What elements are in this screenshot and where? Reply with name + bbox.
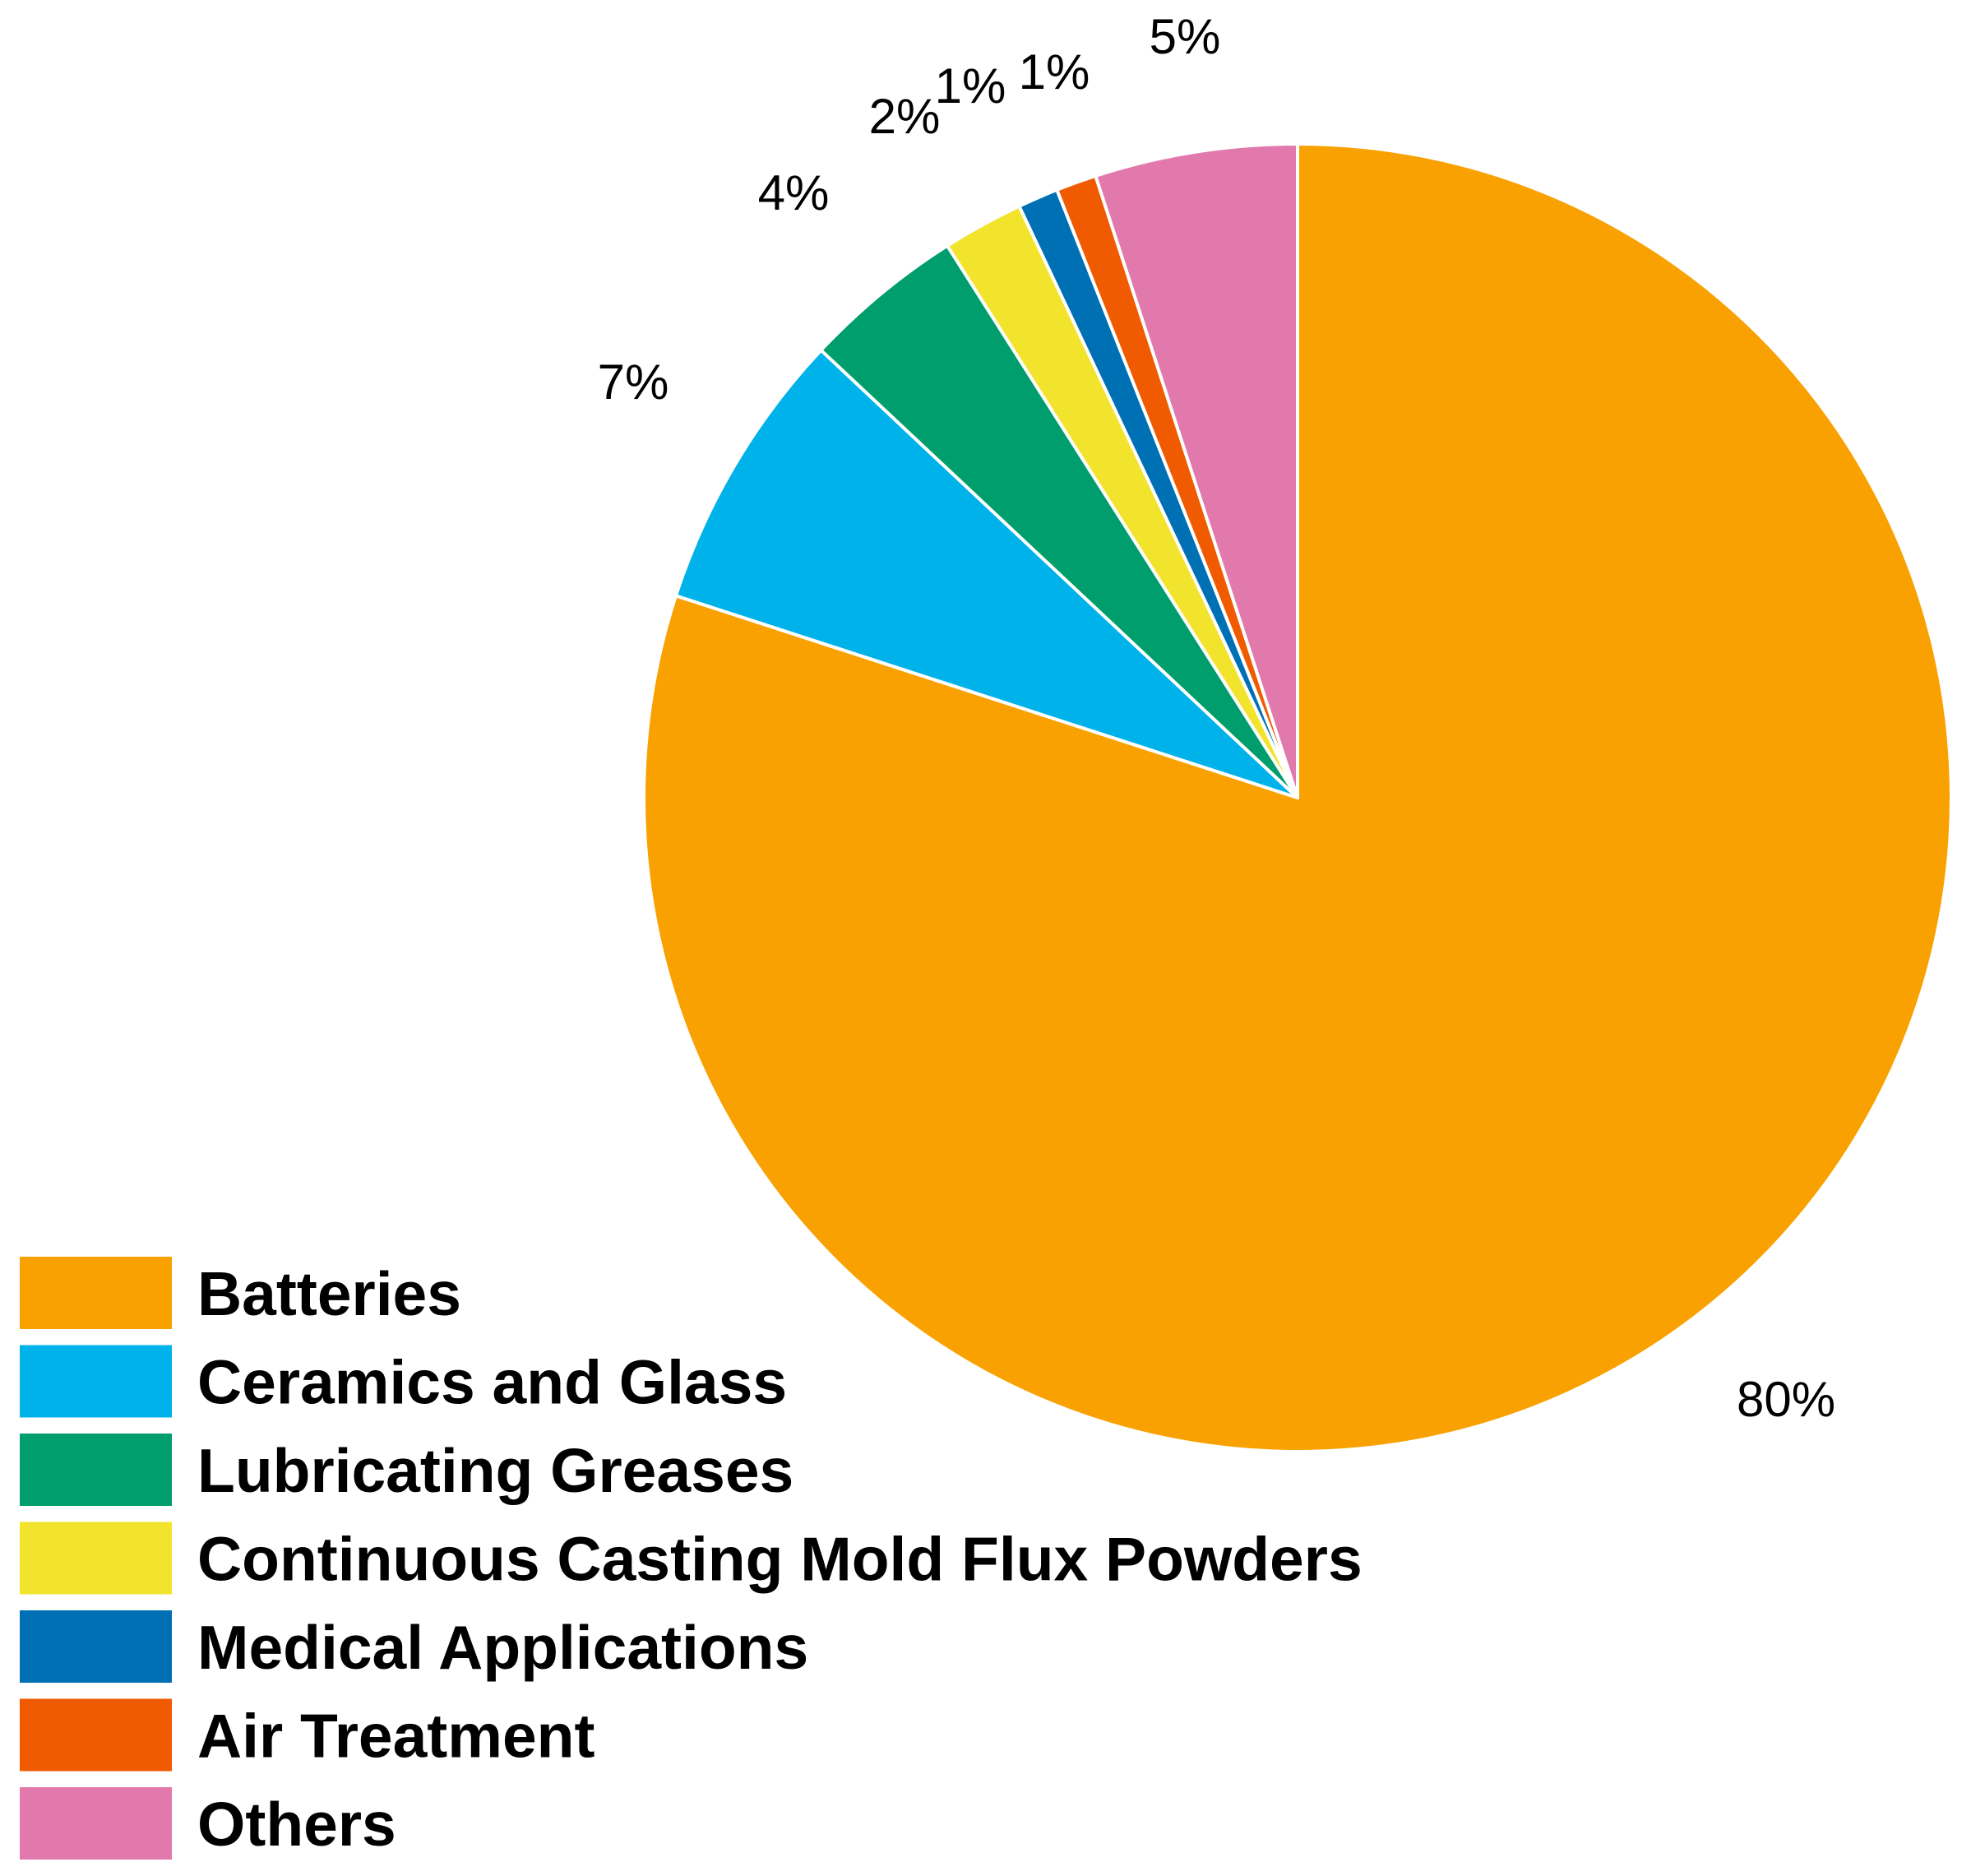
- legend-swatch-continuous-casting-mold-flux-powders: [20, 1522, 172, 1595]
- legend-swatch-ceramics-and-glass: [20, 1345, 172, 1418]
- legend-swatch-medical-applications: [20, 1610, 172, 1683]
- legend-label-medical-applications: Medical Applications: [197, 1613, 808, 1682]
- percent-label-lubricating-greases: 4%: [758, 165, 830, 220]
- percent-labels: 80%7%4%2%1% 1%5%: [598, 9, 1835, 1427]
- percent-label-air-treatment: 1%: [1019, 44, 1090, 100]
- percent-label-continuous-casting-mold-flux-powders: 2%: [869, 89, 941, 144]
- slice-ceramics-and-glass: [673, 348, 1299, 799]
- legend-swatch-air-treatment: [20, 1698, 172, 1772]
- pie-slices: [642, 142, 1953, 1453]
- percent-label-others: 5%: [1150, 9, 1221, 64]
- legend-label-lubricating-greases: Lubricating Greases: [197, 1436, 793, 1505]
- percent-label-batteries: 80%: [1737, 1372, 1835, 1427]
- legend-label-ceramics-and-glass: Ceramics and Glass: [197, 1348, 787, 1417]
- legend: Batteries Ceramics and Glass Lubricating G…: [20, 1257, 1363, 1860]
- percent-label-ceramics-and-glass: 7%: [598, 354, 669, 410]
- legend-label-continuous-casting-mold-flux-powders: Continuous Casting Mold Flux Powders: [197, 1525, 1363, 1594]
- slice-lubricating-greases: [819, 243, 1299, 799]
- percent-label-medical-applications: 1%: [935, 58, 1006, 113]
- legend-swatch-lubricating-greases: [20, 1434, 172, 1506]
- legend-label-air-treatment: Air Treatment: [197, 1702, 595, 1771]
- legend-label-others: Others: [197, 1790, 396, 1859]
- slice-others: [1094, 142, 1299, 799]
- legend-label-batteries: Batteries: [197, 1259, 461, 1328]
- legend-swatch-batteries: [20, 1257, 172, 1329]
- legend-swatch-others: [20, 1787, 172, 1860]
